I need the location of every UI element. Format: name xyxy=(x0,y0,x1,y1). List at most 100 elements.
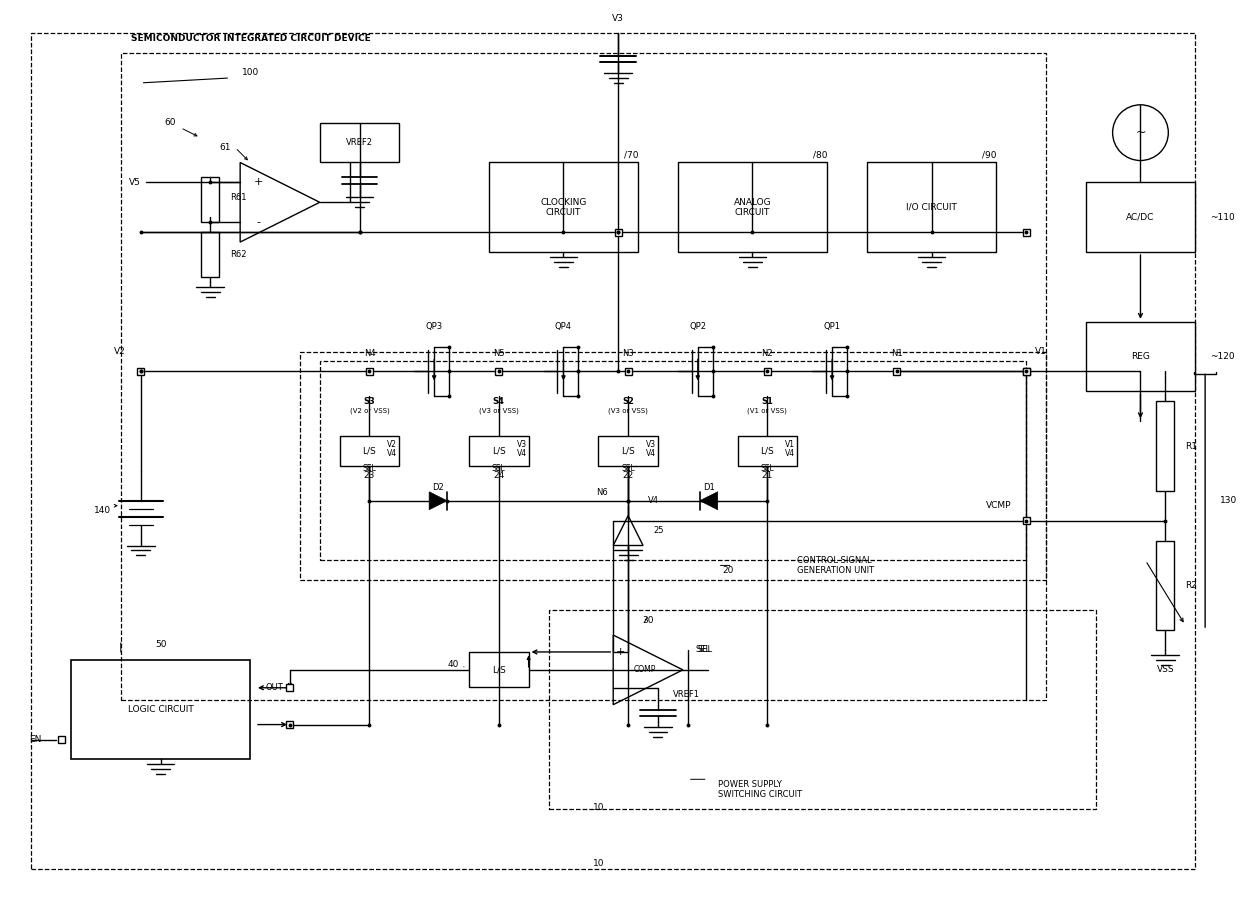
Bar xyxy=(1023,517,1029,524)
Text: ~: ~ xyxy=(1135,126,1146,139)
Bar xyxy=(1023,228,1029,235)
Text: L/S: L/S xyxy=(492,446,506,456)
Bar xyxy=(598,436,658,466)
Bar xyxy=(1086,322,1195,391)
Text: D2: D2 xyxy=(433,483,444,492)
Text: -: - xyxy=(619,683,622,693)
Bar xyxy=(57,736,64,743)
Polygon shape xyxy=(699,492,718,510)
Text: V2: V2 xyxy=(387,439,397,448)
Text: VSS: VSS xyxy=(1157,666,1174,675)
Text: 22: 22 xyxy=(622,472,634,481)
Text: SEL: SEL xyxy=(760,465,774,474)
Text: 50: 50 xyxy=(155,640,166,649)
Text: QP2: QP2 xyxy=(689,322,707,331)
Text: 21: 21 xyxy=(761,472,773,481)
Bar xyxy=(138,368,144,375)
Text: CONTROL SIGNAL
GENERATION UNIT: CONTROL SIGNAL GENERATION UNIT xyxy=(797,556,874,575)
Text: SEL: SEL xyxy=(696,646,711,655)
Text: QP4: QP4 xyxy=(556,322,572,331)
Text: L/S: L/S xyxy=(362,446,377,456)
Text: ANALOG
CIRCUIT: ANALOG CIRCUIT xyxy=(734,198,771,217)
Text: ~120: ~120 xyxy=(1210,352,1235,361)
Text: /90: /90 xyxy=(982,150,996,159)
Text: COMP: COMP xyxy=(634,666,656,675)
Text: V5: V5 xyxy=(129,178,140,187)
Bar xyxy=(867,162,996,252)
Bar xyxy=(71,660,250,759)
Bar xyxy=(495,368,502,375)
Text: -: - xyxy=(255,217,260,227)
Text: R61: R61 xyxy=(231,193,247,202)
Text: 61: 61 xyxy=(219,143,231,152)
Bar xyxy=(738,436,797,466)
Text: N4: N4 xyxy=(363,349,376,358)
Text: +: + xyxy=(615,647,625,657)
Text: (V3 or VSS): (V3 or VSS) xyxy=(608,408,649,414)
Text: N3: N3 xyxy=(622,349,634,358)
Bar xyxy=(320,362,1025,560)
Text: SEL: SEL xyxy=(698,646,713,655)
Text: D1: D1 xyxy=(703,483,714,492)
Text: R2: R2 xyxy=(1185,581,1197,590)
Text: N5: N5 xyxy=(494,349,505,358)
Text: 130: 130 xyxy=(1220,496,1238,505)
Text: 100: 100 xyxy=(242,69,259,78)
Text: 20: 20 xyxy=(722,566,733,575)
Text: /70: /70 xyxy=(624,150,639,159)
Bar xyxy=(1157,401,1174,491)
Text: V1: V1 xyxy=(785,439,795,448)
Text: S1: S1 xyxy=(761,397,774,406)
Bar xyxy=(678,162,827,252)
Bar xyxy=(625,368,631,375)
Bar xyxy=(340,436,399,466)
Bar xyxy=(320,123,399,162)
Text: EN: EN xyxy=(29,735,41,744)
Bar xyxy=(469,436,528,466)
Text: R62: R62 xyxy=(231,250,247,259)
Text: V4: V4 xyxy=(517,449,527,458)
Text: REG: REG xyxy=(1131,352,1149,361)
Bar xyxy=(1157,540,1174,630)
Text: 10: 10 xyxy=(593,860,604,869)
Bar xyxy=(764,368,771,375)
Text: (V2 or VSS): (V2 or VSS) xyxy=(350,408,389,414)
Text: V4: V4 xyxy=(387,449,398,458)
Bar xyxy=(1023,368,1029,375)
Text: V3: V3 xyxy=(613,14,624,23)
Text: (V3 or VSS): (V3 or VSS) xyxy=(479,408,518,414)
Bar xyxy=(201,232,219,277)
Text: CLOCKING
CIRCUIT: CLOCKING CIRCUIT xyxy=(541,198,587,217)
Text: 24: 24 xyxy=(494,472,505,481)
Bar xyxy=(893,368,900,375)
Text: 23: 23 xyxy=(363,472,376,481)
Text: V4: V4 xyxy=(785,449,795,458)
Text: SEMICONDUCTOR INTEGRATED CIRCUIT DEVICE: SEMICONDUCTOR INTEGRATED CIRCUIT DEVICE xyxy=(130,33,371,42)
Bar xyxy=(1086,182,1195,252)
Polygon shape xyxy=(429,492,448,510)
Text: POWER SUPPLY
SWITCHING CIRCUIT: POWER SUPPLY SWITCHING CIRCUIT xyxy=(718,779,802,799)
Text: V3: V3 xyxy=(517,439,527,448)
Bar xyxy=(120,53,1047,700)
Text: 40: 40 xyxy=(448,660,459,669)
Text: L/S: L/S xyxy=(621,446,635,456)
Text: VREF1: VREF1 xyxy=(673,690,699,699)
Text: 140: 140 xyxy=(94,506,110,515)
Text: ~110: ~110 xyxy=(1210,213,1235,222)
Text: AC/DC: AC/DC xyxy=(1126,213,1154,222)
Text: S4: S4 xyxy=(492,397,505,406)
Text: +: + xyxy=(253,178,263,188)
Bar xyxy=(469,652,528,687)
Bar xyxy=(548,610,1096,809)
Text: N1: N1 xyxy=(890,349,903,358)
Text: V2: V2 xyxy=(114,347,125,356)
Text: S3: S3 xyxy=(363,397,376,406)
Text: 60: 60 xyxy=(165,118,176,127)
Bar xyxy=(300,352,1047,580)
Text: V4: V4 xyxy=(646,449,656,458)
Text: SEL: SEL xyxy=(362,465,377,474)
Text: V4: V4 xyxy=(649,496,658,505)
Text: N2: N2 xyxy=(761,349,774,358)
Bar xyxy=(366,368,373,375)
Text: V1: V1 xyxy=(1035,347,1047,356)
